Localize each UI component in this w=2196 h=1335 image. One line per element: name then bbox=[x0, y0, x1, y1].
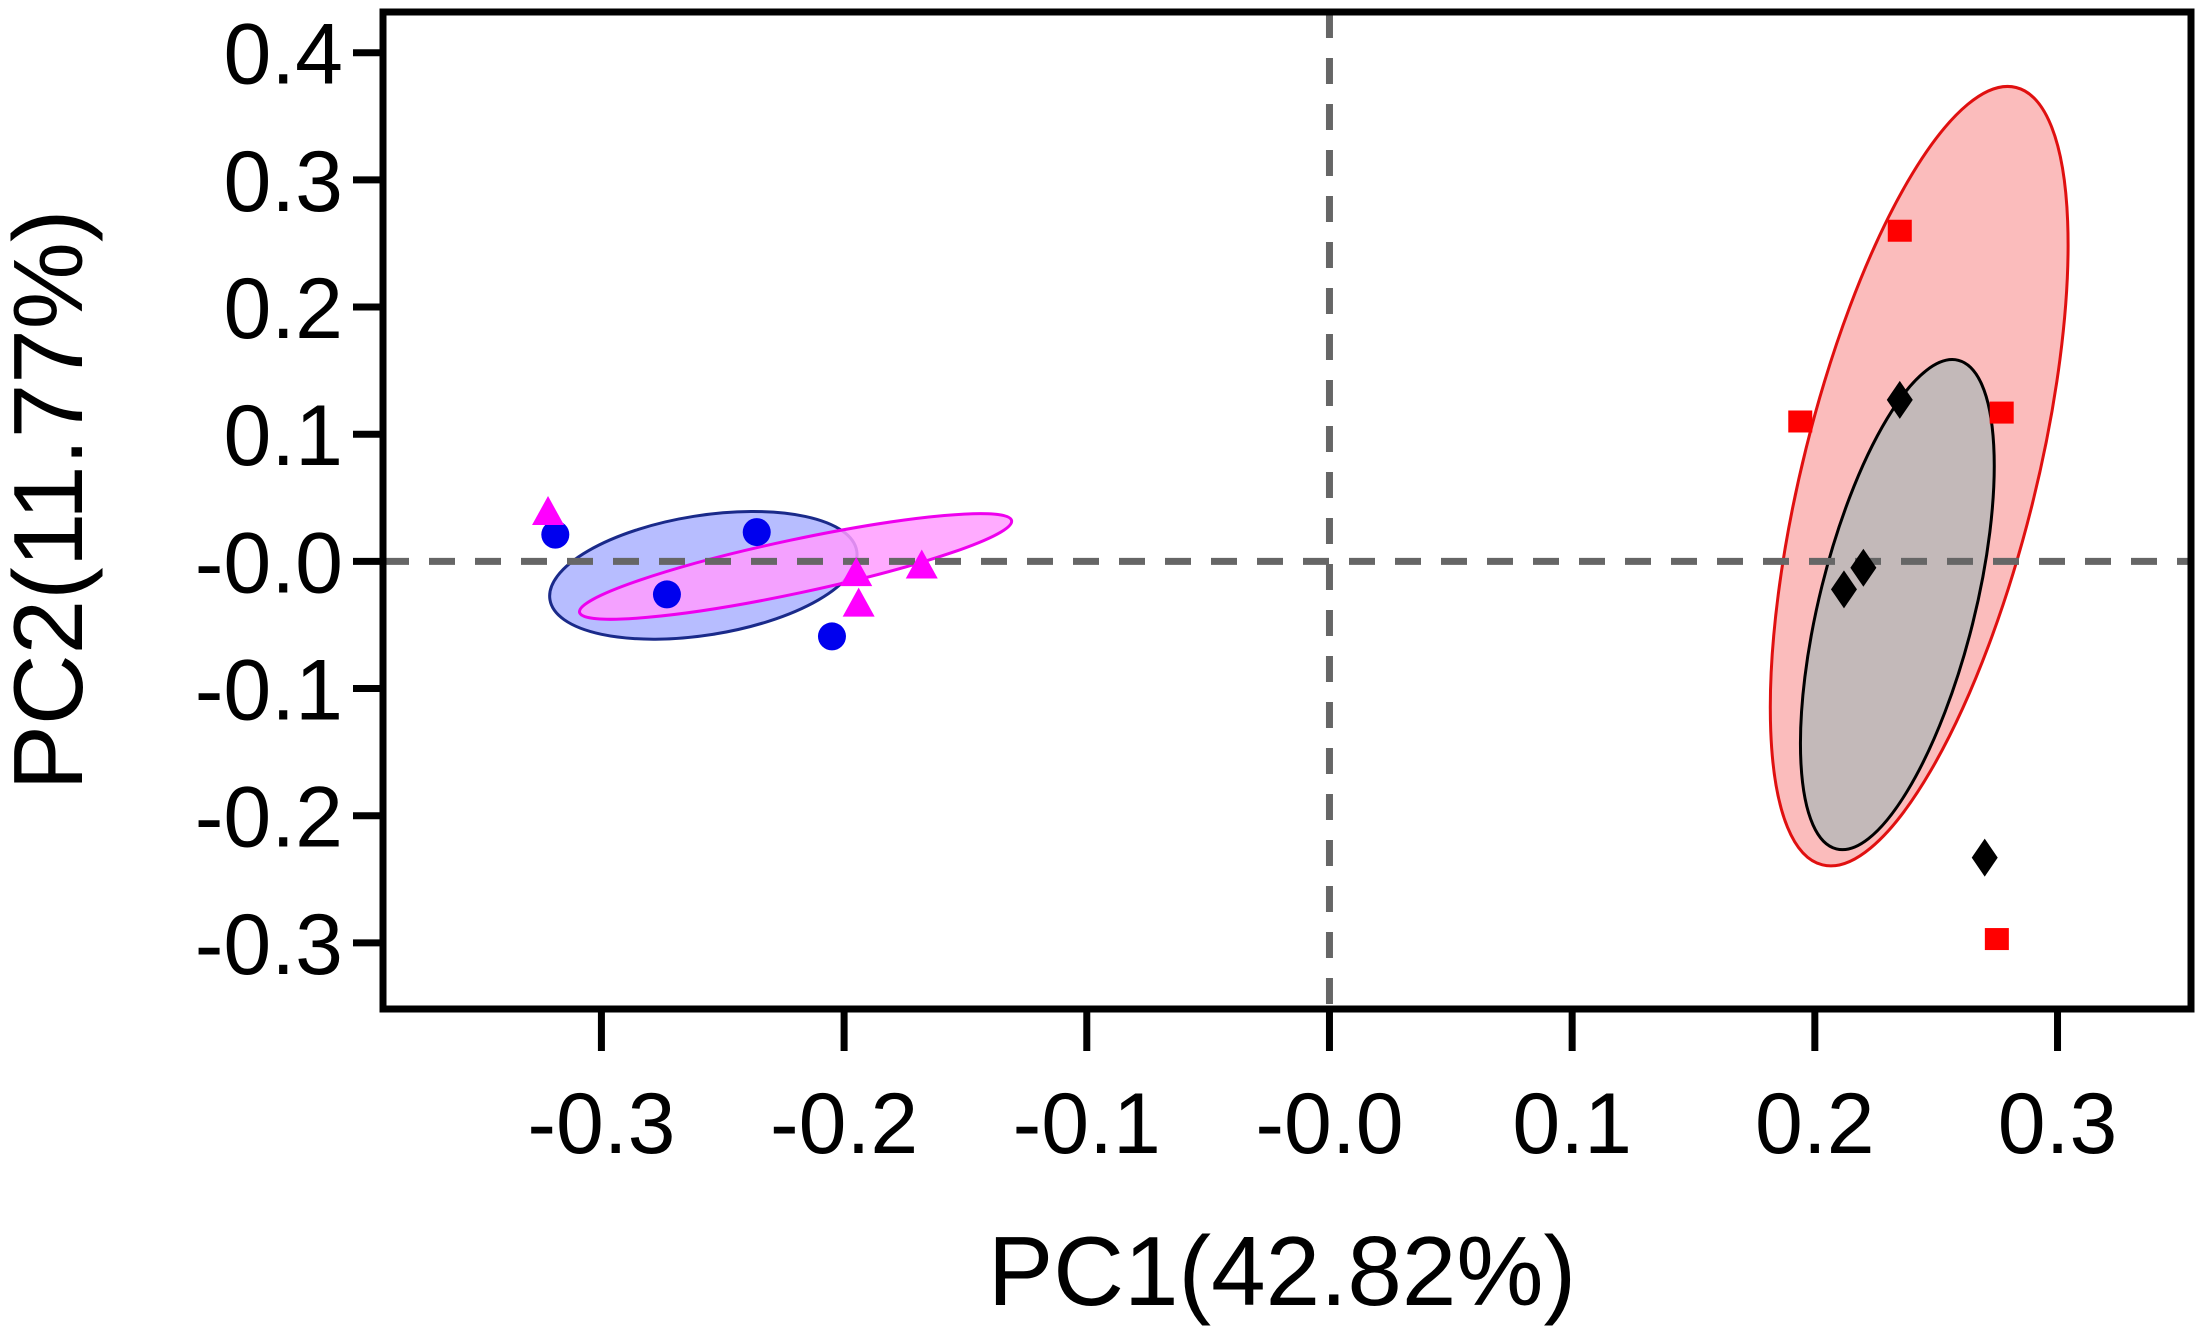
x-axis-ticks: -0.3 -0.2 -0.1 -0.0 0.1 0.2 0.3 bbox=[527, 1009, 2117, 1172]
point-series-1-3 bbox=[652, 580, 681, 609]
x-tick-label-3: -0.1 bbox=[1013, 1076, 1161, 1172]
ellipse-series-2 bbox=[577, 512, 1014, 621]
x-tick-label-7: 0.3 bbox=[1998, 1076, 2118, 1172]
y-tick-label-8: -0.3 bbox=[195, 897, 343, 993]
data-points bbox=[532, 219, 2014, 951]
ellipse-series-4 bbox=[1798, 358, 1996, 852]
y-tick-label-1: 0.4 bbox=[223, 7, 343, 103]
x-axis-title: PC1(42.82%) bbox=[988, 1216, 1576, 1326]
confidence-ellipses bbox=[548, 84, 2070, 868]
y-tick-label-5: -0.0 bbox=[195, 515, 343, 611]
point-series-2-2 bbox=[840, 557, 873, 587]
point-series-2-4 bbox=[905, 549, 938, 579]
x-tick-label-4: -0.0 bbox=[1255, 1076, 1403, 1172]
x-tick-label-6: 0.2 bbox=[1755, 1076, 1875, 1172]
x-tick-label-2: -0.2 bbox=[770, 1076, 918, 1172]
point-series-4-4 bbox=[1971, 838, 1998, 877]
point-series-3-4 bbox=[1984, 928, 2009, 951]
y-tick-label-7: -0.2 bbox=[195, 770, 343, 866]
point-series-4-1 bbox=[1886, 380, 1913, 419]
y-tick-label-2: 0.3 bbox=[223, 134, 343, 230]
point-series-4-3 bbox=[1830, 570, 1857, 609]
point-series-3-2 bbox=[1788, 410, 1813, 433]
x-tick-label-5: 0.1 bbox=[1512, 1076, 1632, 1172]
point-series-1-1 bbox=[541, 520, 570, 549]
y-tick-label-3: 0.2 bbox=[223, 261, 343, 357]
y-tick-label-6: -0.1 bbox=[195, 643, 343, 739]
x-tick-label-1: -0.3 bbox=[527, 1076, 675, 1172]
point-series-4-2 bbox=[1850, 548, 1877, 587]
point-series-1-4 bbox=[817, 622, 846, 651]
y-tick-label-4: 0.1 bbox=[223, 388, 343, 484]
plot-frame bbox=[379, 8, 2195, 1013]
y-axis-title: PC2(11.77%) bbox=[0, 209, 103, 790]
point-series-1-2 bbox=[742, 518, 771, 547]
point-series-3-3 bbox=[1989, 401, 2014, 424]
reference-lines bbox=[383, 12, 2191, 1009]
point-series-3-1 bbox=[1887, 219, 1912, 242]
point-series-2-3 bbox=[842, 587, 875, 617]
y-axis-ticks: 0.4 0.3 0.2 0.1 -0.0 -0.1 -0.2 -0.3 bbox=[195, 7, 383, 993]
point-series-2-1 bbox=[532, 496, 565, 526]
